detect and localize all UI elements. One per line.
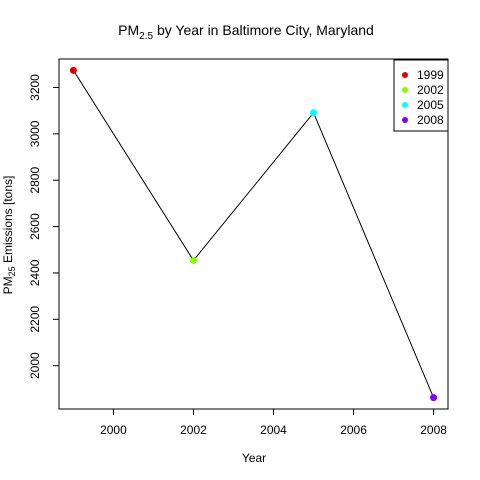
y-axis-title: PM25 Emissions [tons]: [1, 176, 17, 295]
y-tick-label: 2000: [28, 352, 42, 379]
x-axis-title: Year: [242, 451, 266, 465]
y-axis-title-suffix: Emissions [tons]: [1, 176, 15, 267]
series-line: [72, 70, 435, 398]
y-tick-label: 2200: [28, 306, 42, 333]
legend-marker: [402, 87, 408, 93]
data-point: [189, 256, 197, 264]
y-tick-label: 3200: [28, 74, 42, 101]
y-axis: 2000 2200 2400 2600 2800 3000 3200: [28, 74, 59, 379]
chart-title: PM2.5 by Year in Baltimore City, Marylan…: [118, 22, 374, 42]
x-tick-label: 2008: [420, 423, 447, 437]
y-axis-title-subscript: 25: [7, 266, 17, 276]
y-tick-label: 2600: [28, 213, 42, 240]
x-tick-label: 2000: [100, 423, 127, 437]
legend-marker: [402, 117, 408, 123]
x-tick-label: 2002: [180, 423, 207, 437]
legend-label: 2002: [417, 83, 444, 97]
data-point: [69, 66, 77, 74]
data-point: [430, 394, 438, 402]
legend-label: 1999: [417, 68, 444, 82]
x-tick-label: 2006: [340, 423, 367, 437]
x-axis: 2000 2002 2004 2006 2008: [100, 409, 447, 437]
y-tick-label: 2800: [28, 167, 42, 194]
y-tick-label: 2400: [28, 259, 42, 286]
y-tick-label: 3000: [28, 120, 42, 147]
x-tick-label: 2004: [260, 423, 287, 437]
legend-marker: [402, 102, 408, 108]
plot-frame: [58, 58, 449, 410]
legend-marker: [402, 72, 408, 78]
chart-title-prefix: PM: [118, 22, 139, 38]
series: [69, 66, 438, 402]
legend-label: 2005: [417, 98, 444, 112]
y-axis-title-prefix: PM: [1, 276, 15, 294]
chart-title-suffix: by Year in Baltimore City, Maryland: [153, 22, 374, 38]
data-point: [310, 109, 318, 117]
chart-title-subscript: 2.5: [139, 31, 153, 42]
legend-label: 2008: [417, 113, 444, 127]
